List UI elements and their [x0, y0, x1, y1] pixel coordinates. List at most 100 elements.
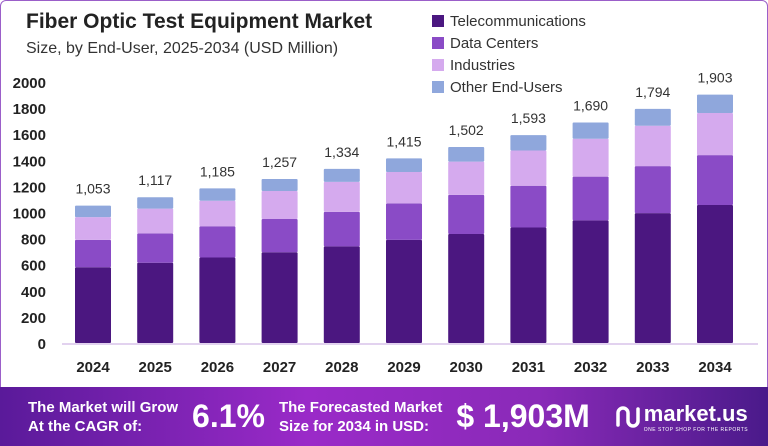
total-label: 1,185	[200, 163, 235, 179]
y-tick-label: 400	[21, 284, 46, 301]
y-tick-label: 2000	[13, 75, 46, 92]
total-label: 1,117	[138, 172, 172, 188]
bar-segment	[697, 205, 733, 343]
bar-segment	[261, 252, 298, 343]
summary-banner: The Market will Grow At the CAGR of: 6.1%…	[0, 387, 768, 446]
bar-segment	[572, 220, 609, 343]
y-tick-label: 1800	[13, 101, 46, 118]
bar-segment	[448, 161, 485, 195]
legend-label: Telecommunications	[450, 12, 586, 30]
bar-segment	[137, 262, 174, 343]
market-us-logo: market.us ONE STOP SHOP FOR THE REPORTS	[614, 401, 748, 433]
bar-segment	[323, 211, 360, 247]
total-label: 1,593	[511, 110, 546, 126]
legend-swatch	[432, 59, 444, 71]
bar-segment	[634, 125, 671, 167]
bar-segment	[510, 185, 547, 228]
bar-segment	[634, 213, 671, 343]
x-tick-label: 2025	[139, 359, 172, 376]
bar-segment	[199, 226, 236, 258]
total-label: 1,502	[449, 122, 484, 138]
legend-item: Other End-Users	[432, 76, 586, 98]
cagr-label: The Market will Grow At the CAGR of:	[28, 398, 179, 435]
legend-swatch	[432, 37, 444, 49]
legend-label: Data Centers	[450, 34, 539, 52]
x-tick-label: 2026	[201, 359, 234, 376]
legend-swatch	[432, 81, 444, 93]
legend-item: Telecommunications	[432, 10, 586, 32]
legend-label: Other End-Users	[450, 78, 563, 96]
bar-segment	[634, 166, 671, 214]
y-tick-label: 800	[21, 232, 46, 249]
legend: Telecommunications Data Centers Industries…	[432, 10, 586, 98]
bar-segment	[448, 234, 485, 343]
bar-segment	[261, 219, 298, 253]
x-tick-label: 2032	[574, 359, 607, 376]
y-tick-label: 0	[38, 336, 46, 353]
legend-swatch	[432, 15, 444, 27]
total-label: 1,053	[75, 181, 110, 197]
total-label: 1,903	[697, 70, 732, 86]
bar-segment	[75, 217, 111, 240]
bar-segment	[137, 197, 174, 209]
x-tick-label: 2030	[450, 359, 483, 376]
bar-segment	[386, 203, 422, 240]
chart-plot: 0 200 400 600 800 1000 1200 1400 1600 1800 2000 1,0…	[13, 70, 758, 376]
bar-segment	[697, 113, 733, 156]
forecast-label: The Forecasted Market Size for 2034 in US…	[278, 398, 443, 435]
bar-segment	[75, 205, 111, 218]
bar-segment	[572, 176, 609, 221]
bar-segment	[510, 150, 547, 186]
logo-icon	[616, 405, 640, 428]
bar-segment	[323, 168, 360, 182]
bar-segment	[75, 267, 111, 343]
bar-segment	[697, 94, 733, 114]
total-label: 1,334	[324, 144, 359, 160]
legend-label: Industries	[450, 56, 516, 74]
x-tick-label: 2029	[387, 359, 420, 376]
bar-segment	[572, 138, 609, 177]
bar-segment	[199, 200, 236, 227]
bar-segment	[510, 227, 547, 343]
x-tick-label: 2024	[76, 359, 110, 376]
bar-segment	[448, 146, 485, 162]
bar-segment	[572, 122, 609, 139]
total-label: 1,257	[262, 154, 297, 170]
y-tick-label: 1200	[13, 179, 46, 196]
y-tick-label: 600	[21, 258, 46, 275]
bar-segment	[199, 257, 236, 343]
y-tick-label: 1600	[13, 127, 46, 144]
x-tick-label: 2031	[512, 359, 545, 376]
bar-segment	[261, 190, 298, 220]
chart-subtitle: Size, by End-User, 2025-2034 (USD Millio…	[26, 40, 339, 57]
bar-segment	[386, 158, 422, 173]
legend-item: Data Centers	[432, 32, 586, 54]
x-tick-label: 2027	[263, 359, 296, 376]
bar-segment	[323, 181, 360, 212]
bar-segment	[634, 108, 671, 126]
bar-segment	[323, 246, 360, 343]
bar-segment	[386, 172, 422, 204]
x-tick-label: 2033	[636, 359, 669, 376]
total-label: 1,415	[386, 133, 421, 149]
bar-segment	[199, 188, 236, 201]
y-tick-label: 1000	[13, 206, 46, 223]
bar-segment	[75, 239, 111, 268]
bar-segment	[448, 194, 485, 235]
cagr-value: 6.1%	[192, 398, 265, 434]
bar-segment	[137, 208, 174, 234]
bar-segment	[697, 155, 733, 206]
total-label: 1,794	[635, 84, 670, 100]
bar-segment	[137, 233, 174, 263]
x-tick-label: 2034	[698, 359, 732, 376]
bar-segment	[261, 178, 298, 191]
total-label: 1,690	[573, 97, 608, 113]
y-tick-label: 200	[21, 310, 46, 327]
bar-segment	[510, 135, 547, 151]
y-tick-label: 1400	[13, 153, 46, 170]
chart-title: Fiber Optic Test Equipment Market	[26, 10, 373, 33]
bar-segment	[386, 239, 422, 343]
forecast-value: $ 1,903M	[456, 398, 590, 434]
legend-item: Industries	[432, 54, 586, 76]
x-tick-label: 2028	[325, 359, 358, 376]
